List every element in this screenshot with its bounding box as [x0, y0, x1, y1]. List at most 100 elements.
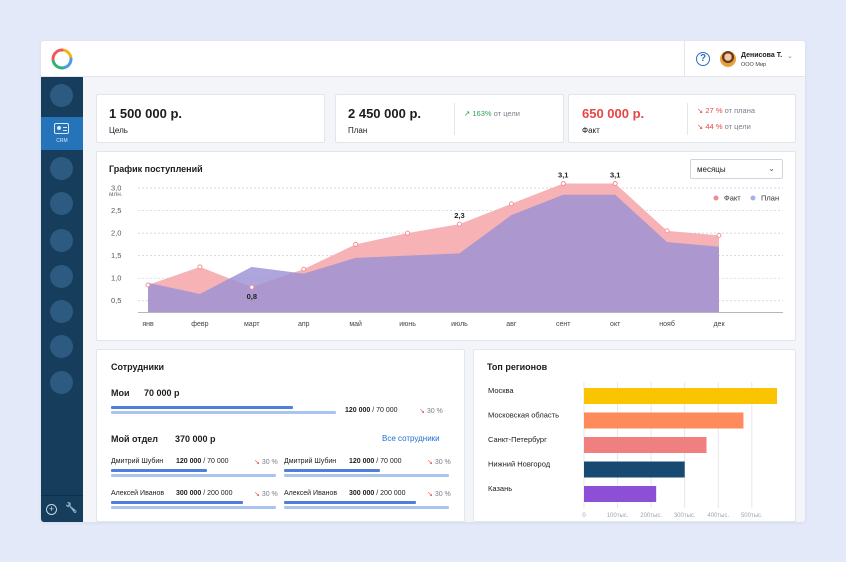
x-tick-label: 200тыс. — [640, 513, 662, 519]
period-select[interactable]: месяцы ⌄ — [690, 159, 783, 179]
app-logo[interactable] — [51, 48, 73, 70]
mine-value: 70 000 р — [144, 388, 180, 398]
employee-pct: 30 % — [434, 491, 451, 498]
region-bar[interactable] — [584, 461, 685, 478]
region-bar[interactable] — [584, 486, 657, 502]
employee-progress-bar — [284, 469, 380, 472]
y-axis-unit: млн. — [109, 191, 123, 198]
point-label: 3,1 — [558, 171, 568, 180]
x-tick-label: дек — [713, 321, 725, 328]
regions-card: Топ регионов Москва Московская область Сан… — [473, 349, 796, 522]
sidebar-item-2[interactable] — [50, 157, 73, 180]
legend-fact: Факт — [724, 194, 741, 203]
sidebar-item-4[interactable] — [50, 229, 73, 252]
region-label: Казань — [488, 484, 512, 493]
fact-point[interactable] — [197, 264, 203, 270]
employee-row[interactable]: Алексей Иванов 300 000 / 200 000 ↘ 30 % — [111, 490, 278, 510]
kpi-plan-value: 2 450 000 р. — [348, 106, 421, 121]
x-tick-label: авг — [506, 321, 517, 328]
kpi-goal-card: 1 500 000 р. Цель — [96, 94, 325, 143]
sidebar-item-8[interactable] — [50, 371, 73, 394]
fact-point[interactable] — [353, 241, 359, 247]
mine-progress-track — [111, 411, 336, 414]
fact-point[interactable] — [145, 282, 151, 288]
point-label: 3,1 — [610, 171, 620, 180]
help-icon[interactable]: ? — [696, 52, 710, 66]
wrench-icon[interactable]: 🔧 — [65, 503, 78, 514]
kpi-divider — [687, 103, 688, 135]
fact-point[interactable] — [664, 228, 670, 234]
sidebar-item-3[interactable] — [50, 192, 73, 215]
fact-point[interactable] — [508, 201, 514, 207]
mine-total: 120 000 — [345, 407, 371, 414]
x-tick-label: 0 — [582, 513, 586, 519]
kpi-plan-card: 2 450 000 р. План ↗ 163% от цели — [335, 94, 564, 143]
employee-progress-track — [284, 506, 449, 509]
employee-row[interactable]: Дмитрий Шубин 120 000 / 70 000 ↘ 30 % — [284, 458, 451, 478]
kpi-fact-delta-goal: ↘ 44 % от цели — [697, 122, 751, 131]
region-label: Санкт-Петербург — [488, 435, 547, 444]
y-tick-label: 2,0 — [111, 229, 121, 238]
region-bar[interactable] — [584, 388, 777, 404]
legend-plan: План — [761, 194, 779, 203]
employee-pct-badge: ↘ 30 % — [254, 490, 278, 498]
sidebar-divider — [41, 495, 83, 496]
fact-point[interactable] — [560, 181, 566, 186]
app-window: ? Денисова Т. ООО Мир ⌄ CRM + 🔧 1 500 00… — [41, 41, 805, 522]
fact-point[interactable] — [612, 181, 618, 186]
x-tick-label: февр — [191, 321, 208, 328]
sidebar-item-6[interactable] — [50, 300, 73, 323]
sidebar-item-5[interactable] — [50, 265, 73, 288]
employee-of: / 70 000 — [203, 458, 229, 465]
all-employees-link[interactable]: Все сотрудники — [382, 434, 440, 443]
fact-point[interactable] — [405, 230, 410, 236]
region-bar[interactable] — [584, 412, 744, 429]
y-tick-label: 1,0 — [111, 274, 121, 283]
employee-pct: 30 % — [261, 459, 278, 466]
add-icon[interactable]: + — [46, 504, 57, 515]
employee-name: Алексей Иванов — [284, 490, 338, 497]
kpi-fact-delta-plan-text: от плана — [724, 106, 756, 115]
y-tick-label: 3,0 — [111, 184, 121, 193]
x-tick-label: 300тыс. — [674, 513, 696, 519]
sidebar-item-crm[interactable]: CRM — [41, 117, 83, 150]
kpi-fact-label: Факт — [582, 126, 600, 135]
chevron-down-icon: ⌄ — [768, 164, 775, 173]
kpi-plan-label: План — [348, 126, 368, 135]
sidebar-item-label: CRM — [56, 138, 68, 144]
user-name[interactable]: Денисова Т. — [741, 52, 783, 59]
arrow-down-icon: ↘ — [254, 459, 260, 466]
sidebar-item-1[interactable] — [50, 84, 73, 107]
kpi-fact-value: 650 000 р. — [582, 106, 645, 121]
series-area-fact — [148, 183, 719, 312]
sidebar-item-7[interactable] — [50, 335, 73, 358]
kpi-fact-delta-plan-pct: 27 % — [705, 106, 723, 115]
employee-progress-track — [111, 506, 276, 509]
chevron-down-icon[interactable]: ⌄ — [787, 53, 793, 60]
avatar[interactable] — [720, 51, 736, 67]
mine-pct-badge: ↘ 30 % — [419, 407, 443, 415]
kpi-plan-delta-pct: 163% — [472, 109, 492, 118]
employee-amount: 120 000 / 70 000 — [349, 458, 402, 465]
series-area-plan — [148, 194, 719, 312]
x-tick-label: 500тыс. — [741, 513, 763, 519]
employee-row[interactable]: Дмитрий Шубин 120 000 / 70 000 ↘ 30 % — [111, 458, 278, 478]
fact-point[interactable] — [249, 284, 255, 290]
employee-row[interactable]: Алексей Иванов 300 000 / 200 000 ↘ 30 % — [284, 490, 451, 510]
region-bar[interactable] — [584, 437, 707, 453]
mine-amount: 120 000 / 70 000 — [345, 407, 398, 414]
region-label: Московская область — [488, 411, 559, 420]
kpi-fact-delta-goal-pct: 44 % — [705, 122, 723, 131]
point-label: 2,3 — [454, 211, 464, 220]
dept-label: Мой отдел — [111, 434, 159, 444]
x-tick-label: апр — [298, 321, 310, 328]
fact-point[interactable] — [301, 266, 307, 272]
kpi-plan-delta: ↗ 163% от цели — [464, 109, 520, 118]
employee-amount: 300 000 / 200 000 — [176, 490, 232, 497]
x-tick-label: сент — [556, 321, 571, 328]
y-tick-label: 0,5 — [111, 296, 121, 305]
arrow-down-icon: ↘ — [697, 106, 704, 115]
top-bar: ? Денисова Т. ООО Мир ⌄ — [41, 41, 805, 77]
fact-point[interactable] — [716, 232, 722, 238]
fact-point[interactable] — [457, 221, 462, 227]
